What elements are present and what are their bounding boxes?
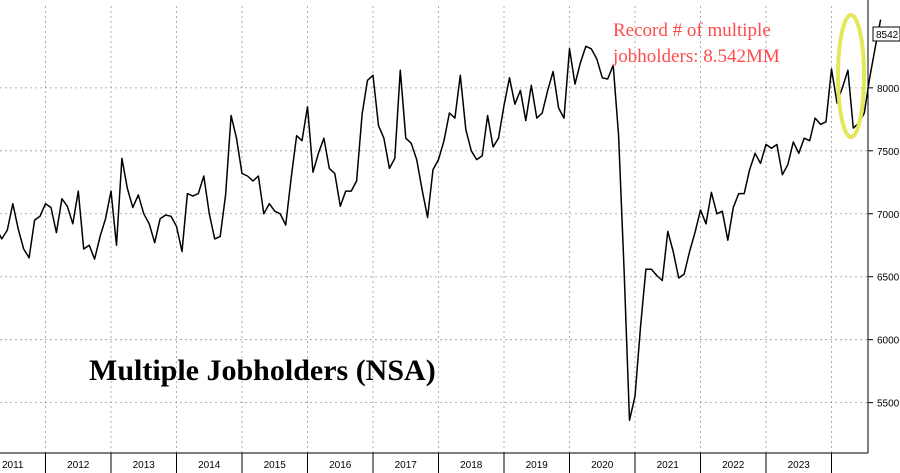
- x-tick-label: 2015: [264, 460, 287, 471]
- axes: [0, 0, 873, 473]
- x-tick-label: 2017: [395, 460, 418, 471]
- x-tick-label: 2020: [591, 460, 614, 471]
- y-tick-label: 8000: [877, 84, 900, 95]
- x-tick-label: 2013: [133, 460, 156, 471]
- y-tick-label: 6000: [877, 336, 900, 347]
- y-tick-label: 5500: [877, 399, 900, 410]
- overlay: Record # of multiple jobholders: 8.542MM…: [89, 13, 900, 387]
- x-tick-label: 2014: [198, 460, 221, 471]
- highlight-ellipse: [836, 13, 866, 139]
- y-tick-label: 7000: [877, 210, 900, 221]
- y-tick-label: 7500: [877, 147, 900, 158]
- y-tick-label: 6500: [877, 273, 900, 284]
- x-tick-label: 2019: [526, 460, 549, 471]
- series: [0, 19, 882, 422]
- annotation-line-1: Record # of multiple: [613, 20, 771, 41]
- last-value-label: 8542: [876, 30, 899, 41]
- x-tick-label: 2023: [788, 460, 811, 471]
- x-tick-label: 2021: [657, 460, 680, 471]
- chart-title: Multiple Jobholders (NSA): [89, 354, 436, 387]
- last-value-badge: [872, 26, 900, 42]
- y-axis-labels: 5500 6000 6500 7000 7500 8000: [877, 84, 900, 410]
- x-tick-label: 2016: [329, 460, 352, 471]
- x-tick-label: 2022: [722, 460, 745, 471]
- series-line-multiple-jobholders: [0, 19, 882, 422]
- annotation-line-2: jobholders: 8.542MM: [612, 46, 780, 67]
- x-tick-label: 2012: [67, 460, 90, 471]
- x-axis-labels: 2011 2012 2013 2014 2015 2016 2017 2018 2019 2020…: [2, 460, 810, 471]
- x-tick-label: 2018: [460, 460, 483, 471]
- x-tick-label: 2011: [2, 460, 24, 471]
